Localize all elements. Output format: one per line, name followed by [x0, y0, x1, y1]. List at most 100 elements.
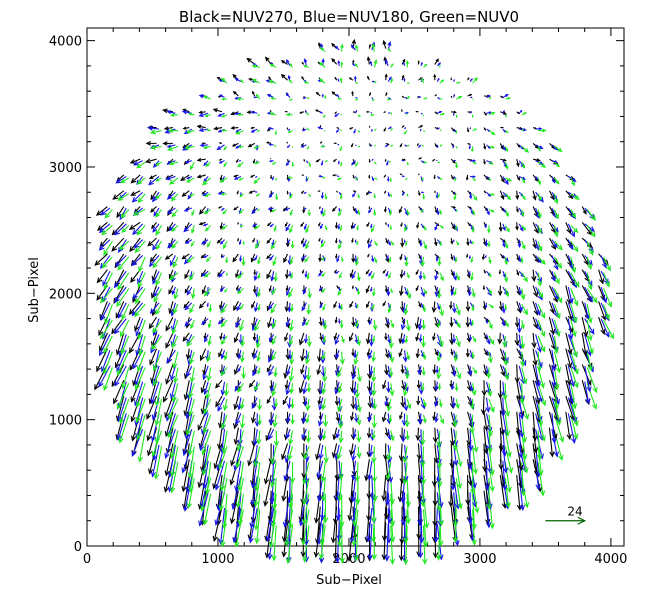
vector-arrow-shaft — [451, 286, 455, 296]
vector-arrow-head — [219, 177, 223, 181]
vector-arrow-head — [324, 196, 328, 200]
vector-arrow-head — [318, 175, 322, 178]
vector-arrow-shaft — [320, 429, 324, 439]
vector-arrow-head — [419, 129, 422, 132]
vector-arrow-shaft — [537, 225, 542, 233]
vector-arrow-head — [465, 177, 469, 181]
vector-arrow-head — [401, 420, 408, 427]
vector-arrow-head — [220, 255, 223, 259]
vector-arrow-head — [533, 309, 539, 316]
vector-arrow-head — [519, 361, 526, 368]
vector-arrow-shaft — [307, 430, 310, 442]
vector-arrow-shaft — [119, 334, 127, 357]
vector-arrow-shaft — [115, 255, 127, 267]
vector-arrow-shaft — [382, 411, 387, 422]
vector-arrow-shaft — [269, 334, 275, 342]
vector-arrow-head — [366, 493, 372, 500]
vector-arrow-shaft — [251, 397, 258, 409]
vector-arrow-shaft — [272, 383, 277, 396]
vector-arrow-shaft — [271, 271, 275, 281]
vector-arrow-head — [504, 165, 509, 170]
vector-arrow-head — [138, 349, 144, 357]
vector-arrow-head — [303, 81, 307, 84]
vector-arrow-head — [221, 114, 225, 118]
vector-arrow-shaft — [404, 350, 407, 362]
vector-arrow-shaft — [387, 349, 392, 358]
vector-arrow-shaft — [422, 430, 425, 445]
vector-arrow-head — [488, 179, 491, 182]
vector-arrow-shaft — [254, 382, 261, 391]
vector-arrow-head — [457, 503, 463, 510]
vector-arrow-head — [117, 195, 124, 201]
vector-arrow-head — [257, 307, 261, 312]
vector-arrow-head — [164, 412, 170, 419]
vector-arrow-shaft — [286, 301, 289, 312]
vector-arrow-head — [232, 73, 237, 79]
vector-arrow-shaft — [248, 443, 256, 466]
vector-arrow-head — [202, 519, 208, 526]
vector-arrow-shaft — [133, 160, 143, 166]
vector-arrow-head — [251, 352, 256, 358]
vector-arrow-head — [354, 240, 357, 244]
vector-arrow-head — [146, 450, 153, 457]
vector-arrow-shaft — [171, 318, 176, 331]
vector-arrow-shaft — [302, 474, 305, 504]
vector-arrow-head — [181, 145, 188, 151]
vector-arrow-head — [372, 80, 376, 83]
vector-arrow-shaft — [204, 381, 209, 395]
vector-arrow-head — [573, 420, 579, 427]
vector-arrow-head — [283, 257, 288, 264]
vector-arrow-head — [121, 314, 127, 321]
vector-arrow-head — [190, 324, 195, 330]
vector-arrow-head — [368, 207, 371, 210]
vector-arrow-shaft — [151, 130, 162, 134]
vector-arrow-head — [489, 274, 492, 278]
vector-arrow-head — [307, 293, 312, 299]
vector-arrow-head — [336, 453, 342, 460]
vector-arrow-head — [317, 400, 322, 406]
vector-arrow-shaft — [335, 334, 340, 344]
vector-arrow-head — [503, 277, 509, 283]
vector-arrow-head — [285, 226, 290, 232]
vector-arrow-head — [401, 436, 407, 443]
vector-arrow-head — [335, 354, 340, 359]
vector-arrow-shaft — [455, 351, 457, 361]
vector-arrow-head — [335, 45, 339, 49]
vector-arrow-head — [553, 231, 559, 238]
vector-arrow-shaft — [252, 78, 261, 84]
vector-arrow-head — [286, 177, 290, 181]
vector-arrow-shaft — [168, 398, 179, 419]
vector-arrow-shaft — [134, 381, 144, 406]
vector-arrow-head — [212, 108, 218, 113]
vector-arrow-shaft — [254, 446, 261, 466]
vector-arrow-head — [196, 124, 202, 129]
vector-arrow-head — [401, 308, 407, 314]
vector-arrow-head — [368, 321, 372, 326]
vector-arrow-head — [389, 435, 395, 442]
vector-arrow-head — [218, 142, 221, 144]
vector-arrow-head — [198, 303, 204, 309]
vector-arrow-shaft — [303, 446, 310, 459]
vector-arrow-head — [353, 358, 359, 366]
vector-arrow-shaft — [151, 335, 162, 350]
vector-arrow-head — [515, 430, 522, 437]
vector-arrow-head — [538, 292, 544, 299]
vector-arrow-shaft — [182, 190, 190, 197]
vector-arrow-head — [270, 458, 276, 465]
vector-arrow-shaft — [368, 395, 372, 408]
vector-arrow-head — [474, 507, 480, 514]
vector-arrow-shaft — [372, 367, 375, 382]
vector-arrow-head — [183, 394, 189, 401]
vector-arrow-head — [130, 416, 136, 423]
vector-arrow-shaft — [415, 332, 420, 341]
vector-arrow-head — [315, 159, 319, 163]
vector-arrow-head — [198, 112, 204, 117]
vector-arrow-shaft — [186, 335, 195, 347]
vector-arrow-shaft — [171, 224, 179, 232]
vector-arrow-head — [237, 239, 240, 242]
vector-arrow-head — [438, 520, 444, 527]
vector-arrow-head — [588, 249, 594, 256]
vector-arrow-head — [308, 195, 311, 198]
vector-arrow-head — [403, 77, 406, 81]
vector-arrow-shaft — [584, 223, 595, 232]
